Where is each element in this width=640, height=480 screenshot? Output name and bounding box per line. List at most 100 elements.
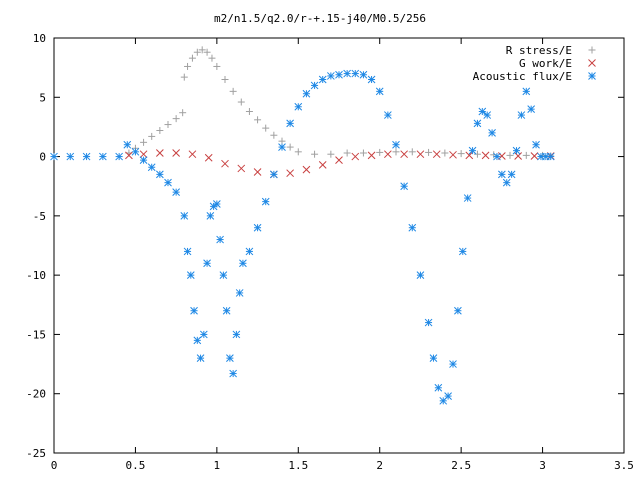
data-point [188,150,197,159]
data-point [237,164,246,173]
data-point [463,194,472,202]
data-point [222,306,231,315]
legend-label: Acoustic flux/E [473,70,572,83]
x-tick-label: 3 [539,459,546,472]
data-point [530,152,539,160]
data-point [507,170,516,179]
data-point [375,87,384,96]
data-point [384,150,392,159]
data-point [481,151,490,160]
legend-marker [588,72,596,80]
data-point [147,163,156,172]
data-point [82,152,91,161]
data-point [270,170,278,179]
data-point [99,152,107,161]
data-point [457,150,465,158]
data-point [253,168,262,176]
data-point [311,150,319,158]
data-point [432,150,441,159]
data-point [425,148,433,156]
data-point [148,132,156,140]
data-point [294,102,303,111]
data-point [502,178,511,187]
data-point [367,75,376,84]
data-point [140,138,148,146]
x-tick-label: 2.5 [451,459,471,472]
data-point [454,306,462,315]
plot-area-frame [53,37,625,454]
data-point [335,70,343,79]
data-point [546,152,555,161]
data-point [458,247,467,256]
data-point [190,306,198,315]
data-point [512,146,521,155]
data-point [254,116,262,124]
data-point [416,271,425,279]
data-point [400,182,408,191]
data-point [449,360,457,368]
data-point [204,153,213,162]
data-point [219,271,228,279]
data-point [278,137,286,145]
data-point [302,89,311,98]
data-point [131,147,140,156]
axes: 0 0.5 1 1.5 2 2.5 3 3.5 -25 -20 -15 -10 -5 0 5 10 [26,32,634,472]
data-point [532,140,540,149]
data-point [473,150,481,158]
y-tick-label: 0 [39,151,46,164]
data-point [216,235,224,244]
data-point [318,161,327,169]
data-point [245,108,253,116]
data-point [208,54,216,62]
data-point [302,165,311,174]
data-point [514,152,522,160]
x-tick-label: 0.5 [125,459,145,472]
data-point [527,105,536,113]
data-point [203,259,211,268]
data-point [172,149,180,157]
data-point [351,69,360,78]
x-tick-label: 2 [376,459,383,472]
data-point [498,170,506,179]
data-point [493,152,501,161]
series-3 [50,69,555,405]
data-point [468,146,477,155]
data-point [408,223,417,232]
data-point [66,152,75,161]
data-point [278,143,286,151]
data-point [123,140,132,149]
chart-title: m2/n1.5/q2.0/r-+.15-j40/M0.5/256 [214,12,426,25]
data-point [206,212,215,220]
data-point [424,318,433,327]
data-point [164,178,172,187]
data-point [183,247,192,256]
data-point [239,259,247,268]
y-tick-label: -5 [33,210,46,223]
data-point [139,156,148,164]
data-point [261,197,270,206]
data-point [506,151,514,159]
series-2 [125,149,555,179]
data-point [429,354,438,362]
data-point [156,126,164,134]
y-tick-label: 5 [39,91,46,104]
data-point [115,152,123,161]
data-point [213,200,221,208]
data-point [213,62,221,70]
data-point [245,247,254,256]
data-point [286,119,294,128]
data-point [444,392,452,400]
data-point [327,150,335,158]
data-point [50,152,58,161]
data-point [229,369,237,378]
data-point [193,336,202,345]
data-point [237,98,245,106]
x-tick-label: 1 [214,459,221,472]
data-point [327,72,335,80]
data-point [392,148,400,156]
data-point [384,111,392,119]
data-point [229,87,237,95]
data-point [473,119,482,128]
